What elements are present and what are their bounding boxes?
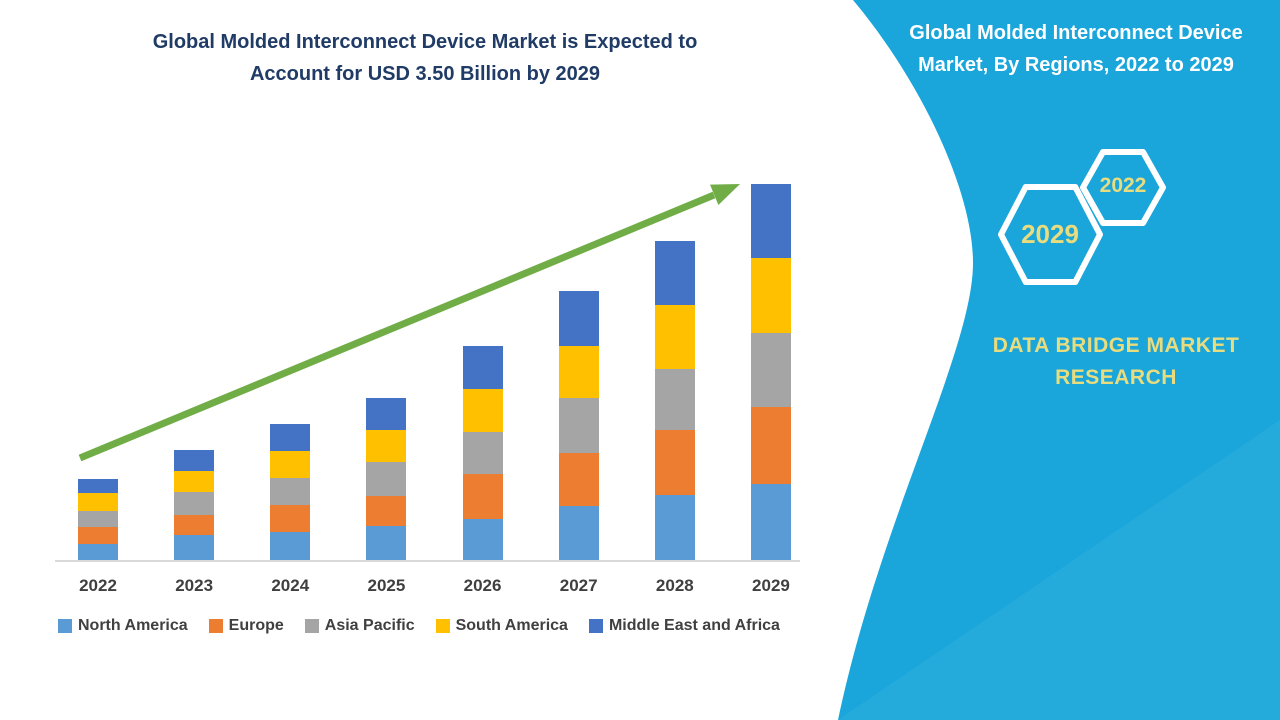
panel-title-line1: Global Molded Interconnect Device	[909, 22, 1243, 44]
hexagon-2029	[998, 184, 1103, 285]
bar-segment-2022-north-america	[78, 543, 118, 560]
bar-segment-2024-europe	[270, 505, 311, 533]
legend-item-south-america: South America	[435, 617, 568, 635]
brand-line1: DATA BRIDGE MARKET	[992, 334, 1240, 357]
panel-title: Global Molded Interconnect Device Market…	[878, 17, 1274, 81]
bar-segment-2025-middle-east-and-africa	[366, 397, 407, 431]
chart-headline-line2: Account for USD 3.50 Billion by 2029	[249, 63, 601, 86]
bar-segment-2026-europe	[462, 474, 503, 520]
chart-legend: North America Europe Asia Pacific South Ame…	[58, 617, 848, 635]
legend-label-north-america: North America	[78, 617, 188, 634]
bar-2029	[750, 184, 791, 560]
legend-label-middle-east-and-africa: Middle East and Africa	[608, 617, 780, 634]
bar-segment-2026-north-america	[462, 519, 503, 560]
bar-segment-2027-north-america	[558, 506, 599, 560]
x-axis-label-2029: 2029	[752, 576, 790, 595]
x-axis-label-2028: 2028	[655, 576, 694, 595]
bar-segment-2022-asia-pacific	[78, 510, 118, 527]
bar-segment-2029-north-america	[750, 483, 791, 560]
legend-item-north-america: North America	[58, 617, 188, 635]
bar-segment-2027-middle-east-and-africa	[558, 291, 599, 347]
bar-segment-2023-middle-east-and-africa	[174, 450, 215, 471]
bar-2026	[462, 346, 503, 560]
bar-segment-2029-south-america	[750, 258, 791, 334]
legend-swatch-north-america	[58, 619, 72, 633]
bar-segment-2027-europe	[558, 452, 599, 507]
x-axis-label-2026: 2026	[463, 576, 502, 595]
bar-segment-2023-asia-pacific	[174, 492, 215, 515]
chart-headline: Global Molded Interconnect Device Market…	[70, 26, 780, 91]
bar-segment-2023-north-america	[174, 535, 215, 560]
bar-segment-2024-north-america	[270, 532, 311, 560]
bar-segment-2029-middle-east-and-africa	[750, 184, 791, 259]
bar-2024	[270, 423, 311, 560]
bar-segment-2023-europe	[174, 514, 215, 536]
bar-segment-2024-south-america	[270, 451, 311, 479]
legend-swatch-asia-pacific	[304, 619, 319, 633]
chart-headline-line1: Global Molded Interconnect Device Market…	[152, 31, 698, 53]
bar-segment-2025-europe	[366, 495, 407, 526]
bar-segment-2022-europe	[78, 526, 118, 544]
bar-segment-2022-south-america	[78, 493, 118, 511]
bar-segment-2029-europe	[750, 407, 791, 484]
brand-line2: RESEARCH	[1055, 365, 1177, 389]
bar-segment-2026-south-america	[462, 389, 503, 433]
hexagon-2022	[1080, 149, 1166, 226]
bar-segment-2025-asia-pacific	[366, 462, 407, 496]
bar-segment-2028-middle-east-and-africa	[654, 241, 695, 305]
bar-segment-2027-asia-pacific	[558, 397, 599, 453]
panel-title-line2: Market, By Regions, 2022 to 2029	[918, 54, 1234, 76]
bar-2028	[654, 241, 695, 560]
legend-label-south-america: South America	[455, 617, 568, 634]
bar-segment-2026-asia-pacific	[462, 432, 503, 475]
legend-item-asia-pacific: Asia Pacific	[304, 617, 415, 635]
bar-segment-2025-north-america	[366, 525, 407, 560]
legend-swatch-middle-east-and-africa	[588, 619, 603, 633]
right-panel-background	[838, 0, 1280, 720]
hexagon-badges	[998, 149, 1166, 285]
bar-2022	[78, 479, 118, 560]
bar-segment-2022-middle-east-and-africa	[78, 479, 118, 494]
x-axis-label-2023: 2023	[175, 576, 214, 595]
bar-segment-2028-europe	[654, 430, 695, 495]
bar-segment-2025-south-america	[366, 430, 407, 463]
brand-text: DATA BRIDGE MARKET RESEARCH	[955, 330, 1277, 393]
bar-segment-2028-south-america	[654, 304, 695, 369]
bar-segment-2028-north-america	[654, 494, 695, 560]
legend-label-europe: Europe	[228, 617, 284, 634]
bar-2025	[366, 397, 407, 560]
x-axis-label-2024: 2024	[271, 576, 310, 595]
x-axis-line	[55, 560, 800, 562]
bar-segment-2024-middle-east-and-africa	[270, 423, 311, 452]
legend-swatch-europe	[208, 619, 223, 633]
bar-2027	[558, 291, 599, 560]
x-axis-label-2027: 2027	[559, 576, 598, 595]
bar-2023	[174, 450, 215, 560]
hexagon-2022-label: 2022	[1099, 174, 1147, 197]
bar-segment-2027-south-america	[558, 346, 599, 398]
x-axis-label-2022: 2022	[79, 576, 117, 595]
hexagon-2029-label: 2029	[1021, 219, 1079, 249]
bar-segment-2023-south-america	[174, 470, 215, 493]
bar-segment-2026-middle-east-and-africa	[462, 346, 503, 390]
legend-swatch-south-america	[435, 619, 450, 633]
bar-segment-2029-asia-pacific	[750, 333, 791, 408]
legend-label-asia-pacific: Asia Pacific	[324, 617, 415, 634]
bar-segment-2024-asia-pacific	[270, 478, 311, 506]
bar-segment-2028-asia-pacific	[654, 368, 695, 431]
legend-item-europe: Europe	[208, 617, 284, 635]
x-axis-label-2025: 2025	[367, 576, 406, 595]
legend-item-middle-east-and-africa: Middle East and Africa	[588, 617, 780, 635]
